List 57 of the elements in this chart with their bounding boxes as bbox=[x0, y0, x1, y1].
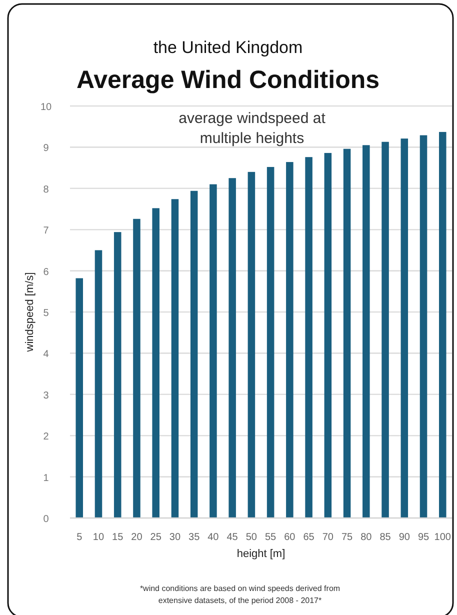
chart-subtitle: the United Kingdom bbox=[153, 38, 303, 57]
bar bbox=[400, 138, 408, 518]
x-tick-label: 80 bbox=[360, 532, 372, 543]
bar bbox=[114, 232, 122, 518]
y-tick-label: 6 bbox=[43, 266, 50, 278]
bar bbox=[286, 162, 294, 518]
y-tick-label: 1 bbox=[43, 472, 50, 484]
y-axis-title: windspeed [m/s] bbox=[24, 272, 36, 353]
x-tick-label: 95 bbox=[418, 532, 430, 543]
x-tick-label: 65 bbox=[303, 532, 315, 543]
x-tick-label: 20 bbox=[131, 532, 143, 543]
y-tick-label: 2 bbox=[43, 432, 50, 443]
x-tick-label: 90 bbox=[398, 532, 410, 543]
bar bbox=[190, 190, 198, 518]
x-tick-label: 85 bbox=[380, 532, 392, 543]
x-tick-label: 35 bbox=[188, 532, 200, 543]
chart-title: Average Wind Conditions bbox=[76, 66, 380, 94]
bar bbox=[382, 142, 389, 518]
x-tick-label: 10 bbox=[92, 532, 104, 543]
x-tick-label: 75 bbox=[341, 532, 354, 543]
y-tick-label: 7 bbox=[43, 226, 50, 237]
y-tick-label: 8 bbox=[43, 184, 50, 196]
y-tick-label: 4 bbox=[43, 349, 50, 360]
bar bbox=[133, 218, 140, 518]
x-tick-label: 5 bbox=[76, 532, 83, 543]
y-tick-label: 3 bbox=[43, 390, 50, 402]
x-tick-label: 45 bbox=[226, 532, 238, 543]
text: *wind conditions are based on wind speeds derived from extensive datasets, of the period 2008 - 2017* bbox=[140, 584, 340, 605]
bar bbox=[152, 208, 160, 518]
y-tick-label: 9 bbox=[43, 143, 50, 154]
annotation: average windspeed at multiple heights bbox=[178, 110, 326, 147]
bar bbox=[266, 166, 274, 518]
x-tick-label: 15 bbox=[112, 532, 124, 543]
x-tick-label: 25 bbox=[150, 532, 162, 543]
bar bbox=[305, 157, 312, 518]
bar bbox=[343, 148, 351, 518]
bar bbox=[248, 172, 256, 518]
bar bbox=[362, 145, 370, 518]
y-tick-label: 10 bbox=[40, 102, 52, 113]
bar bbox=[171, 199, 179, 518]
x-tick-label: 40 bbox=[208, 532, 220, 543]
bar bbox=[210, 184, 217, 518]
x-tick-label: 50 bbox=[246, 532, 258, 543]
bar bbox=[76, 278, 83, 518]
y-tick-label: 5 bbox=[43, 308, 50, 319]
bar bbox=[420, 135, 428, 518]
bar bbox=[439, 132, 446, 518]
x-axis-title: height [m] bbox=[236, 548, 286, 560]
x-tick-label: 60 bbox=[284, 532, 296, 543]
x-tick-label: 100 bbox=[434, 532, 452, 543]
bar bbox=[228, 178, 236, 518]
x-tick-label: 30 bbox=[169, 532, 181, 543]
bar bbox=[94, 250, 102, 518]
bar bbox=[324, 152, 332, 518]
x-tick-label: 70 bbox=[322, 532, 334, 543]
x-tick-label: 55 bbox=[264, 532, 277, 543]
y-tick-label: 0 bbox=[43, 514, 50, 525]
